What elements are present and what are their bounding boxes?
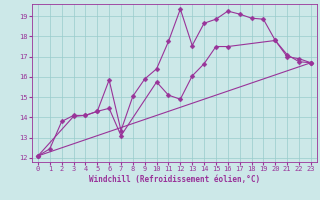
X-axis label: Windchill (Refroidissement éolien,°C): Windchill (Refroidissement éolien,°C) xyxy=(89,175,260,184)
